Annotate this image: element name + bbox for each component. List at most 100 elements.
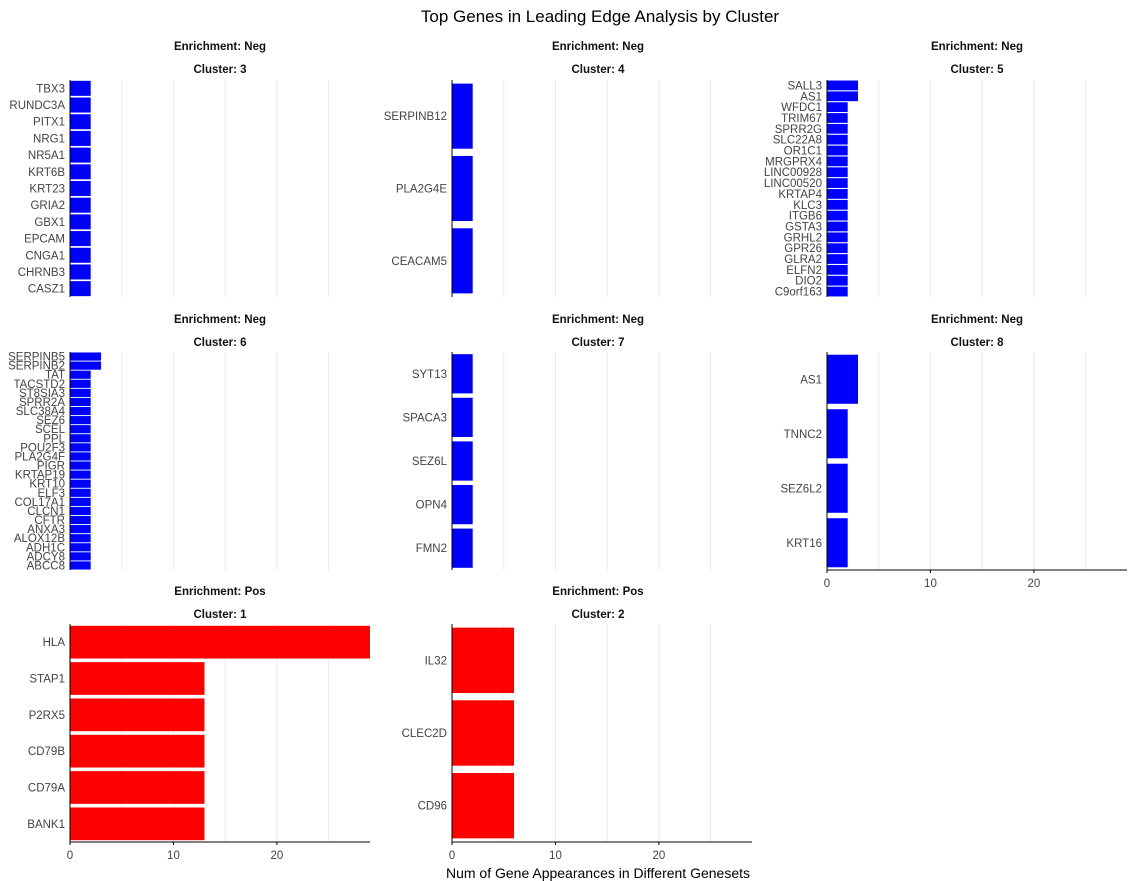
bar bbox=[827, 199, 848, 210]
bar bbox=[827, 178, 848, 188]
category-label: SPRR2A bbox=[19, 397, 65, 409]
facet-panels: Enrichment: Neg Cluster: 3 TBX3 RUNDC3A PITX… bbox=[8, 41, 1127, 862]
category-label: TBX3 bbox=[36, 83, 65, 95]
bar bbox=[827, 518, 848, 568]
facet-panel: Enrichment: Pos Cluster: 1 HLA STAP1 P2RX5 CD… bbox=[27, 586, 370, 862]
facet-enrichment-label: Enrichment: Neg bbox=[931, 314, 1023, 326]
bar bbox=[70, 443, 91, 452]
bar bbox=[70, 452, 91, 461]
category-label: CEACAM5 bbox=[391, 256, 447, 268]
category-label: EPCAM bbox=[24, 234, 65, 246]
category-label: SERPINB5 bbox=[8, 352, 65, 364]
x-tick-label: 20 bbox=[652, 850, 665, 862]
bar bbox=[70, 214, 91, 230]
category-label: FMN2 bbox=[416, 543, 447, 555]
category-label: CHRNB3 bbox=[18, 267, 65, 279]
bar bbox=[827, 113, 848, 123]
category-label: GSTA3 bbox=[785, 221, 822, 233]
bar bbox=[827, 243, 848, 254]
bar bbox=[70, 281, 91, 297]
facet-panel: Enrichment: Neg Cluster: 8 AS1 TNNC2 SEZ6L2 K… bbox=[780, 314, 1127, 590]
category-label: ALOX12B bbox=[14, 533, 65, 545]
category-label: MRGPRX4 bbox=[765, 156, 822, 168]
bar bbox=[827, 167, 848, 178]
category-label: KRT23 bbox=[29, 184, 65, 196]
bar bbox=[70, 479, 91, 488]
category-label: CNGA1 bbox=[25, 250, 65, 262]
category-label: ITGB6 bbox=[789, 211, 822, 223]
category-label: KRTAP19 bbox=[15, 470, 65, 482]
bar bbox=[70, 561, 91, 570]
facet-cluster-label: Cluster: 2 bbox=[571, 609, 624, 621]
bar bbox=[70, 525, 91, 534]
bar bbox=[70, 397, 91, 407]
category-label: ST8SIA3 bbox=[19, 388, 65, 400]
category-label: RUNDC3A bbox=[9, 100, 65, 112]
category-label: NR5A1 bbox=[28, 150, 65, 162]
bar bbox=[70, 534, 91, 543]
bar bbox=[827, 156, 848, 167]
category-label: COL17A1 bbox=[14, 497, 65, 509]
x-tick-label: 20 bbox=[270, 850, 283, 862]
bar bbox=[827, 221, 848, 232]
bar bbox=[452, 397, 473, 438]
facet-enrichment-label: Enrichment: Pos bbox=[552, 586, 643, 598]
category-label: SPACA3 bbox=[402, 412, 447, 424]
category-label: AS1 bbox=[800, 374, 822, 386]
facet-cluster-label: Cluster: 4 bbox=[571, 64, 625, 76]
bar bbox=[70, 180, 91, 197]
bar bbox=[452, 772, 515, 839]
category-label: CD79A bbox=[28, 783, 65, 795]
bar bbox=[827, 123, 848, 134]
bar bbox=[70, 406, 91, 416]
bar bbox=[827, 354, 859, 404]
bar bbox=[70, 164, 91, 180]
category-label: ADH1C bbox=[26, 542, 65, 554]
bar bbox=[70, 497, 91, 506]
category-label: IL32 bbox=[425, 655, 447, 667]
bar bbox=[70, 698, 205, 732]
category-label: PITX1 bbox=[33, 117, 65, 129]
facet-panel: Enrichment: Neg Cluster: 5 SALL3AS1WFDC1TR… bbox=[764, 41, 1087, 299]
category-label: STAP1 bbox=[29, 674, 65, 686]
bar bbox=[70, 515, 91, 525]
x-tick-label: 0 bbox=[449, 850, 455, 862]
x-tick-label: 10 bbox=[549, 850, 562, 862]
bar bbox=[827, 232, 848, 243]
bar bbox=[452, 441, 473, 481]
bar bbox=[827, 264, 848, 275]
bar bbox=[70, 425, 91, 434]
category-label: CASZ1 bbox=[28, 284, 65, 296]
category-label: NRG1 bbox=[33, 133, 65, 145]
facet-cluster-label: Cluster: 6 bbox=[193, 337, 246, 349]
category-label: GBX1 bbox=[34, 217, 65, 229]
bar bbox=[70, 247, 91, 263]
bar bbox=[452, 155, 473, 222]
bar bbox=[70, 130, 91, 146]
category-label: KLC3 bbox=[793, 200, 822, 212]
facet-panel: Enrichment: Neg Cluster: 6 SERPINB5SERPINB… bbox=[8, 314, 330, 572]
x-tick-label: 10 bbox=[167, 850, 180, 862]
bar bbox=[827, 102, 848, 113]
category-label: SEZ6 bbox=[36, 415, 65, 427]
bar bbox=[70, 488, 91, 497]
bar bbox=[70, 506, 91, 516]
facet-cluster-label: Cluster: 5 bbox=[950, 64, 1004, 76]
category-label: SEZ6L2 bbox=[780, 483, 822, 495]
x-axis-label: Num of Gene Appearances in Different Gen… bbox=[446, 865, 750, 881]
facet-enrichment-label: Enrichment: Neg bbox=[552, 314, 644, 326]
category-label: GLRA2 bbox=[784, 254, 822, 266]
category-label: LINC00520 bbox=[764, 178, 822, 190]
category-label: SPRR2G bbox=[775, 124, 822, 136]
x-tick-label: 10 bbox=[924, 578, 937, 590]
category-label: PLA2G4E bbox=[396, 184, 447, 196]
bar bbox=[70, 461, 91, 470]
bar bbox=[70, 470, 91, 479]
facet-panel: Enrichment: Neg Cluster: 3 TBX3 RUNDC3A PITX… bbox=[9, 41, 330, 297]
category-label: ELFN2 bbox=[786, 265, 822, 277]
bar bbox=[827, 286, 848, 297]
category-label: CFTR bbox=[34, 515, 65, 527]
bar bbox=[70, 361, 102, 370]
bar bbox=[827, 409, 848, 459]
